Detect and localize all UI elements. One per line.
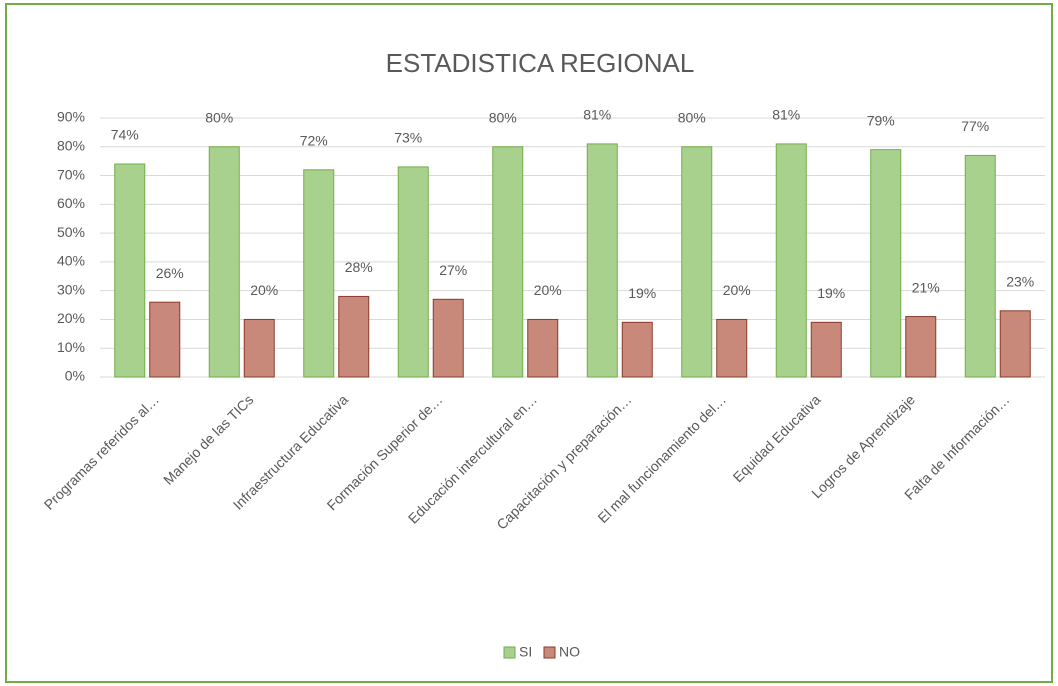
data-label: 21% — [912, 279, 940, 295]
data-label: 20% — [534, 282, 562, 298]
legend-label: SI — [519, 644, 532, 660]
y-tick-label: 80% — [57, 137, 85, 153]
bar — [243, 318, 275, 378]
legend-label: NO — [559, 644, 580, 660]
bar — [905, 316, 937, 378]
data-label: 77% — [961, 118, 989, 134]
bar — [621, 321, 653, 378]
y-tick-label: 0% — [65, 368, 85, 384]
bar — [586, 143, 618, 378]
bar — [432, 298, 464, 378]
data-label: 73% — [394, 130, 422, 146]
bar — [999, 310, 1031, 378]
y-tick-label: 20% — [57, 310, 85, 326]
bar — [527, 318, 559, 378]
data-label: 26% — [156, 265, 184, 281]
bar — [681, 146, 713, 378]
y-tick-label: 30% — [57, 281, 85, 297]
data-label: 23% — [1006, 274, 1034, 290]
y-tick-label: 50% — [57, 224, 85, 240]
data-label: 19% — [817, 285, 845, 301]
legend-swatch — [543, 646, 556, 659]
legend-swatch — [503, 646, 516, 659]
bar — [208, 146, 240, 378]
y-tick-label: 70% — [57, 166, 85, 182]
bar — [492, 146, 524, 378]
data-label: 80% — [205, 109, 233, 125]
bar — [716, 318, 748, 378]
y-tick-label: 60% — [57, 195, 85, 211]
data-label: 80% — [489, 109, 517, 125]
data-label: 19% — [628, 285, 656, 301]
bar — [303, 169, 335, 378]
bar — [870, 149, 902, 378]
data-label: 79% — [867, 112, 895, 128]
y-tick-label: 40% — [57, 253, 85, 269]
data-label: 81% — [772, 107, 800, 123]
bar — [338, 295, 370, 378]
bar — [397, 166, 429, 378]
y-tick-label: 10% — [57, 339, 85, 355]
data-label: 80% — [678, 109, 706, 125]
data-label: 81% — [583, 107, 611, 123]
data-label: 27% — [439, 262, 467, 278]
chart-title: ESTADISTICA REGIONAL — [386, 48, 695, 78]
data-label: 74% — [111, 127, 139, 143]
data-label: 20% — [250, 282, 278, 298]
bar — [810, 321, 842, 378]
bar — [149, 301, 181, 378]
data-label: 28% — [345, 259, 373, 275]
bar — [964, 154, 996, 378]
bar — [114, 163, 146, 378]
data-label: 72% — [300, 133, 328, 149]
y-tick-label: 90% — [57, 109, 85, 125]
bar — [775, 143, 807, 378]
data-label: 20% — [723, 282, 751, 298]
